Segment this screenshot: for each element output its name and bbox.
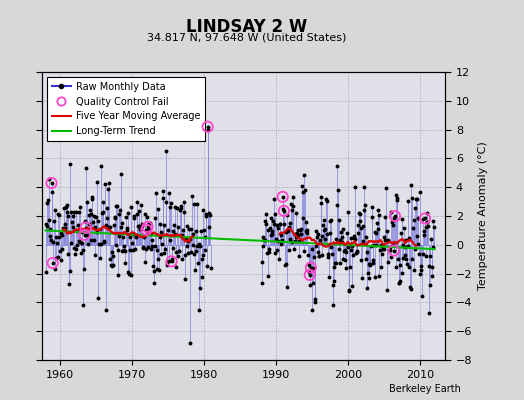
Legend: Raw Monthly Data, Quality Control Fail, Five Year Moving Average, Long-Term Tren: Raw Monthly Data, Quality Control Fail, … [47,77,205,141]
Text: Berkeley Earth: Berkeley Earth [389,384,461,394]
Point [305,272,314,278]
Point [144,224,152,230]
Point [280,208,288,214]
Point [168,258,176,264]
Point [49,260,57,266]
Point [80,232,89,238]
Point [389,248,398,254]
Text: LINDSAY 2 W: LINDSAY 2 W [185,18,307,36]
Point [421,215,429,222]
Point [278,194,287,200]
Point [82,224,90,231]
Point [47,180,56,186]
Point [203,124,212,130]
Text: 34.817 N, 97.648 W (United States): 34.817 N, 97.648 W (United States) [147,33,346,43]
Point [142,226,150,233]
Y-axis label: Temperature Anomaly (°C): Temperature Anomaly (°C) [478,142,488,290]
Point [307,264,315,271]
Point [391,213,399,219]
